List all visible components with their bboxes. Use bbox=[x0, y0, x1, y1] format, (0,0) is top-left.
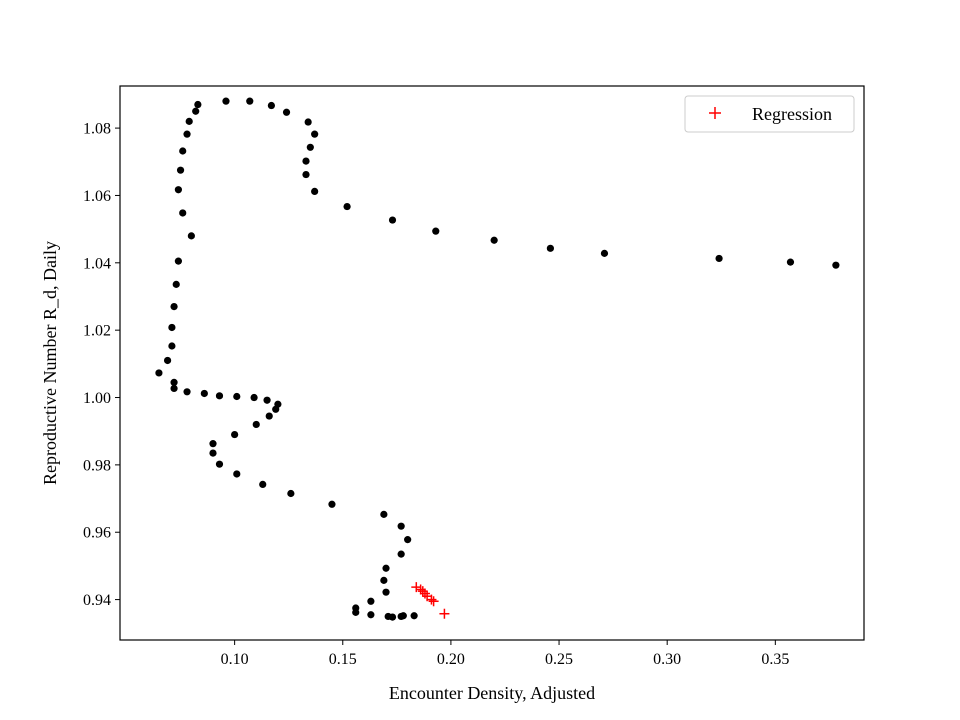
data-point bbox=[209, 449, 217, 457]
data-point bbox=[404, 536, 412, 544]
data-point bbox=[272, 405, 280, 413]
data-point bbox=[233, 392, 241, 401]
data-point bbox=[172, 280, 180, 288]
data-point bbox=[786, 258, 795, 266]
legend-box bbox=[684, 95, 855, 133]
data-point bbox=[397, 522, 405, 530]
data-point bbox=[382, 564, 390, 572]
data-point bbox=[194, 100, 202, 109]
data-point bbox=[252, 420, 260, 429]
data-point bbox=[367, 597, 375, 605]
data-point bbox=[343, 202, 351, 211]
data-point bbox=[311, 130, 319, 138]
data-point bbox=[170, 302, 178, 311]
data-point bbox=[163, 356, 172, 365]
data-point bbox=[306, 143, 314, 151]
data-point bbox=[176, 166, 185, 174]
data-point bbox=[215, 460, 224, 468]
regression-point bbox=[411, 582, 422, 593]
data-point bbox=[352, 608, 360, 616]
data-point bbox=[183, 388, 191, 396]
data-point bbox=[170, 378, 178, 386]
y-axis-label: Reproductive Number R_d, Daily bbox=[40, 241, 60, 485]
data-point bbox=[233, 470, 241, 478]
x-tick-label: 0.15 bbox=[329, 651, 357, 668]
data-point bbox=[183, 130, 191, 138]
data-point bbox=[192, 107, 200, 115]
data-point bbox=[600, 249, 609, 257]
data-point bbox=[155, 369, 163, 377]
data-point bbox=[263, 396, 271, 404]
data-point bbox=[490, 236, 498, 244]
x-tick-label: 0.10 bbox=[221, 651, 249, 668]
y-tick-label: 0.98 bbox=[83, 457, 111, 474]
x-tick-label: 0.35 bbox=[761, 651, 789, 668]
data-point bbox=[187, 232, 195, 240]
x-tick-label: 0.25 bbox=[545, 651, 573, 668]
x-tick-label: 0.30 bbox=[653, 651, 681, 668]
legend-label-regression: Regression bbox=[752, 104, 832, 124]
data-point bbox=[168, 323, 176, 332]
data-point bbox=[367, 611, 375, 619]
y-tick-label: 1.00 bbox=[83, 390, 111, 407]
data-point bbox=[397, 550, 405, 558]
axes-ticks: 0.10 0.15 0.20 0.25 0.30 0.35 0.94 0.96 0.98 1.00… bbox=[83, 121, 789, 668]
legend: Regression bbox=[684, 95, 855, 133]
data-point bbox=[302, 170, 310, 179]
data-point bbox=[380, 510, 388, 518]
regression-point bbox=[426, 594, 437, 605]
data-point bbox=[546, 244, 554, 252]
y-tick-label: 1.08 bbox=[83, 121, 111, 138]
data-point bbox=[432, 227, 440, 235]
data-point bbox=[282, 108, 291, 116]
data-point bbox=[388, 216, 397, 224]
data-point bbox=[185, 117, 193, 125]
data-point bbox=[246, 97, 254, 105]
regression-point bbox=[439, 608, 450, 619]
data-point bbox=[328, 500, 336, 508]
data-point bbox=[287, 489, 295, 498]
data-point bbox=[174, 186, 182, 194]
y-tick-label: 1.02 bbox=[83, 323, 111, 340]
data-point bbox=[382, 588, 390, 596]
data-point bbox=[259, 480, 267, 489]
regression-point bbox=[428, 596, 439, 607]
regression-point bbox=[417, 586, 428, 597]
y-tick-label: 1.06 bbox=[83, 188, 111, 205]
data-point bbox=[715, 254, 723, 263]
data-point bbox=[380, 576, 388, 584]
data-point bbox=[209, 440, 217, 448]
data-point bbox=[265, 412, 273, 420]
data-point bbox=[410, 612, 418, 620]
data-point bbox=[174, 257, 182, 265]
x-axis-label: Encounter Density, Adjusted bbox=[389, 683, 595, 703]
data-point bbox=[267, 101, 275, 110]
data-point bbox=[170, 384, 178, 393]
data-point bbox=[179, 147, 187, 155]
data-point bbox=[388, 613, 397, 621]
legend-marker-plus-icon bbox=[709, 107, 721, 119]
data-point bbox=[311, 187, 319, 196]
x-tick-label: 0.20 bbox=[437, 651, 465, 668]
data-point bbox=[231, 430, 239, 439]
data-point bbox=[222, 97, 230, 105]
data-point bbox=[832, 261, 840, 269]
data-point bbox=[215, 392, 224, 400]
data-point bbox=[302, 157, 310, 165]
y-tick-label: 0.94 bbox=[83, 592, 111, 609]
data-point bbox=[200, 389, 208, 398]
data-point bbox=[304, 118, 312, 126]
axes-frame bbox=[119, 85, 865, 641]
data-point bbox=[179, 209, 187, 217]
data-point bbox=[168, 342, 176, 350]
data-point bbox=[399, 612, 407, 620]
y-tick-label: 0.96 bbox=[83, 525, 111, 542]
plot-area bbox=[155, 97, 840, 621]
data-point bbox=[250, 393, 258, 402]
y-tick-label: 1.04 bbox=[83, 255, 111, 272]
